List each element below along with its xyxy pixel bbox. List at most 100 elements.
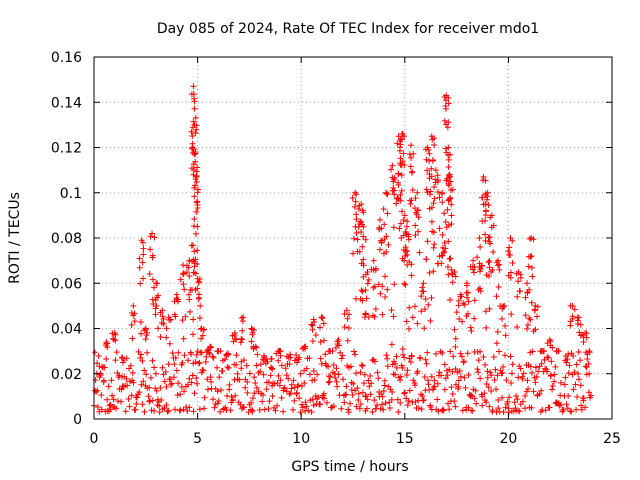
- data-point-spread: [523, 325, 530, 332]
- data-point-spread: [147, 246, 154, 253]
- data-point-spread: [406, 258, 413, 265]
- data-point-spread: [426, 191, 433, 198]
- data-point-spread: [404, 218, 411, 225]
- baseline-point: [523, 388, 530, 395]
- baseline-point: [563, 401, 570, 408]
- data-point-spread: [401, 280, 408, 287]
- baseline-point: [508, 380, 515, 387]
- data-point-spread: [309, 338, 316, 345]
- baseline-point: [415, 405, 422, 412]
- data-point-spread: [445, 94, 452, 101]
- baseline-point: [393, 364, 400, 371]
- baseline-point: [229, 396, 236, 403]
- baseline-point: [585, 360, 592, 367]
- data-point-spread: [396, 147, 403, 154]
- data-point-spread: [485, 259, 492, 266]
- data-point-spread: [372, 305, 379, 312]
- baseline-point: [161, 378, 168, 385]
- data-point-spread: [412, 232, 419, 239]
- data-point-spread: [190, 316, 197, 323]
- baseline-point: [338, 355, 345, 362]
- baseline-point: [532, 379, 539, 386]
- baseline-point: [156, 402, 163, 409]
- data-point: [480, 173, 487, 180]
- baseline-point: [101, 364, 108, 371]
- data-point-spread: [382, 293, 389, 300]
- data-point-spread: [528, 264, 535, 271]
- data-point-spread: [528, 253, 535, 260]
- data-point-spread: [130, 312, 137, 319]
- data-point-spread: [567, 302, 574, 309]
- data-point-spread: [448, 201, 455, 208]
- baseline-point: [509, 361, 516, 368]
- data-point-spread: [411, 303, 418, 310]
- data-point-spread: [442, 245, 449, 252]
- data-point-spread: [195, 278, 202, 285]
- baseline-point: [375, 375, 382, 382]
- data-point-spread: [509, 259, 516, 266]
- data-point-spread: [387, 166, 394, 173]
- data-point-spread: [171, 311, 178, 318]
- baseline-point: [177, 407, 184, 414]
- data-point-spread: [319, 315, 326, 322]
- data-point: [470, 257, 477, 264]
- data-point-spread: [508, 311, 515, 318]
- data-point-spread: [192, 270, 199, 277]
- data-point-spread: [464, 294, 471, 301]
- baseline-point: [345, 409, 352, 416]
- data-point-spread: [428, 294, 435, 301]
- data-point-spread: [192, 114, 199, 121]
- data-point-spread: [496, 266, 503, 273]
- baseline-point: [310, 368, 317, 375]
- baseline-point: [288, 381, 295, 388]
- data-point-spread: [430, 229, 437, 236]
- baseline-point: [493, 386, 500, 393]
- baseline-point: [461, 358, 467, 365]
- baseline-point: [392, 360, 399, 367]
- baseline-point: [412, 399, 419, 406]
- data-point-spread: [574, 314, 581, 321]
- baseline-point: [283, 372, 290, 379]
- y-tick-label: 0: [73, 412, 82, 428]
- data-point-spread: [189, 124, 196, 131]
- baseline-point: [565, 370, 572, 377]
- data-point-spread: [478, 194, 485, 201]
- baseline-point: [275, 372, 282, 379]
- data-point-spread: [402, 248, 409, 255]
- baseline-point: [533, 373, 540, 380]
- data-point-spread: [480, 201, 487, 208]
- baseline-point: [259, 398, 266, 405]
- data-point-spread: [571, 306, 578, 313]
- data-point-spread: [529, 273, 536, 280]
- baseline-point: [314, 371, 321, 378]
- baseline-point: [312, 393, 319, 400]
- baseline-point: [378, 390, 385, 397]
- data-point-spread: [576, 329, 583, 336]
- x-tick-label: 15: [396, 431, 414, 447]
- data-point-spread: [483, 196, 490, 203]
- baseline-point: [440, 407, 447, 414]
- data-point-spread: [309, 322, 316, 329]
- baseline-point: [482, 361, 489, 368]
- data-point-spread: [439, 231, 446, 238]
- baseline-point: [490, 354, 497, 361]
- baseline-point: [210, 396, 217, 403]
- data-point-spread: [428, 165, 435, 172]
- baseline-point: [580, 395, 587, 402]
- data-point-spread: [317, 324, 324, 331]
- baseline-point: [444, 372, 451, 379]
- baseline-point: [408, 353, 415, 360]
- baseline-point: [186, 404, 193, 411]
- data-point-spread: [483, 324, 490, 331]
- baseline-point: [146, 384, 153, 391]
- data-point-spread: [583, 334, 590, 341]
- data-point-spread: [194, 260, 201, 267]
- baseline-point: [286, 361, 293, 368]
- baseline-point: [146, 398, 153, 405]
- baseline-point: [363, 393, 370, 400]
- data-point-spread: [362, 236, 369, 243]
- points-layer: [91, 83, 594, 416]
- data-point-spread: [141, 327, 148, 334]
- data-point-spread: [431, 183, 438, 190]
- baseline-point: [291, 384, 298, 391]
